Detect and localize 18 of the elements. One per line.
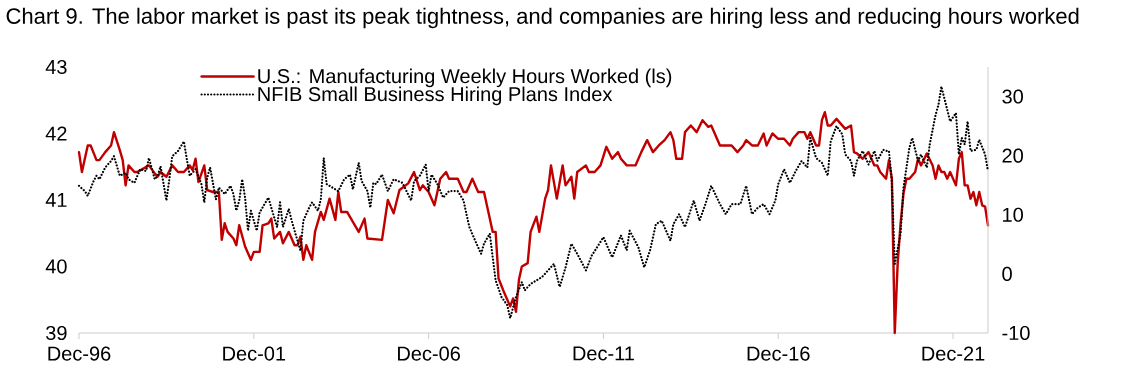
x-tick-label: Dec-01 — [223, 346, 286, 361]
y-tick-label: 41 — [45, 193, 67, 207]
y-tick-label: 43 — [45, 59, 67, 75]
y2-tick-label: 10 — [1003, 207, 1023, 222]
y2-tick-label: 20 — [1002, 148, 1023, 163]
legend-label: NFIB Small Business Hiring Plans Index — [258, 86, 613, 106]
y2-tick-label: -10 — [1002, 325, 1030, 341]
x-tick-label: Dec-21 — [922, 346, 985, 361]
y2-tick-label: 30 — [1002, 89, 1023, 104]
y-tick-label: 42 — [45, 126, 67, 141]
y2-tick-label: 0 — [1002, 266, 1012, 281]
x-tick-label: Dec-16 — [747, 346, 810, 361]
y-tick-label: 40 — [45, 259, 67, 274]
x-tick-label: Dec-06 — [398, 346, 460, 361]
x-tick-label: Dec-96 — [48, 346, 111, 361]
x-tick-label: Dec-11 — [573, 346, 634, 361]
chart-title: Chart 9. The labor market is past its peak tightness, and companies are hiring less and reducing hours worked — [6, 7, 1079, 29]
y-tick-label: 39 — [46, 325, 67, 341]
